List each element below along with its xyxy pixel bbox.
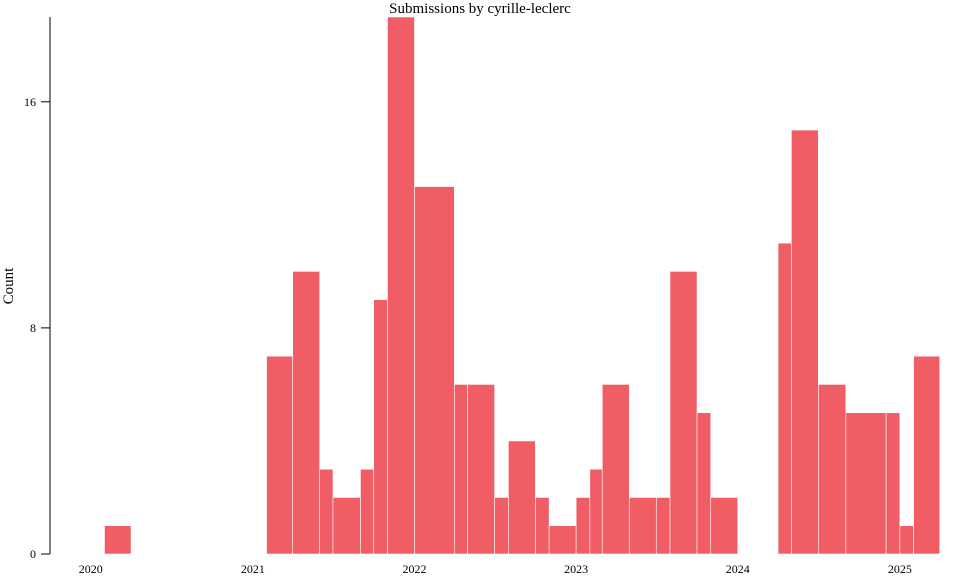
histogram-bar (454, 384, 468, 555)
histogram-bar (710, 497, 739, 555)
y-axis-label: Count (1, 267, 17, 305)
x-tick-label: 2024 (726, 562, 750, 576)
histogram-bar (885, 412, 901, 555)
x-tick-label: 2025 (888, 562, 912, 576)
histogram-bar (548, 525, 577, 555)
histogram-bar (601, 384, 630, 555)
histogram-bar (655, 497, 671, 555)
x-tick-label: 2023 (564, 562, 588, 576)
y-tick-label: 16 (24, 95, 36, 109)
chart-title: Submissions by cyrille-leclerc (389, 1, 571, 17)
histogram-bar (508, 440, 536, 555)
histogram-bar (845, 412, 887, 555)
histogram-bar (373, 299, 388, 555)
histogram-bar (332, 497, 361, 555)
histogram-bar (899, 525, 914, 555)
histogram-bar (818, 384, 847, 555)
histogram-bar (669, 271, 698, 555)
y-tick-label: 0 (30, 547, 36, 561)
histogram-bar (628, 497, 657, 555)
x-tick-label: 2021 (241, 562, 265, 576)
y-tick-label: 8 (30, 321, 36, 335)
histogram-bar (266, 355, 293, 555)
histogram-bar (791, 129, 819, 555)
x-tick-label: 2022 (402, 562, 426, 576)
histogram-bar (696, 412, 712, 555)
histogram-bar (292, 271, 321, 555)
histogram-bar (104, 525, 132, 555)
histogram-bar (467, 384, 495, 555)
bars-group (104, 16, 941, 555)
histogram-bar (777, 242, 792, 555)
histogram-bar (913, 355, 941, 555)
histogram-bar (494, 497, 509, 555)
axes-group: 0 8 16 2020 2021 2022 2023 2024 2025 (24, 17, 912, 576)
x-tick-label: 2020 (79, 562, 103, 576)
histogram-bar (360, 468, 375, 555)
histogram-bar (535, 497, 550, 555)
histogram-bar (575, 497, 591, 555)
histogram-bar (589, 468, 603, 555)
histogram-bar (387, 16, 415, 555)
histogram-bar (414, 186, 455, 555)
histogram-bar (319, 468, 334, 555)
